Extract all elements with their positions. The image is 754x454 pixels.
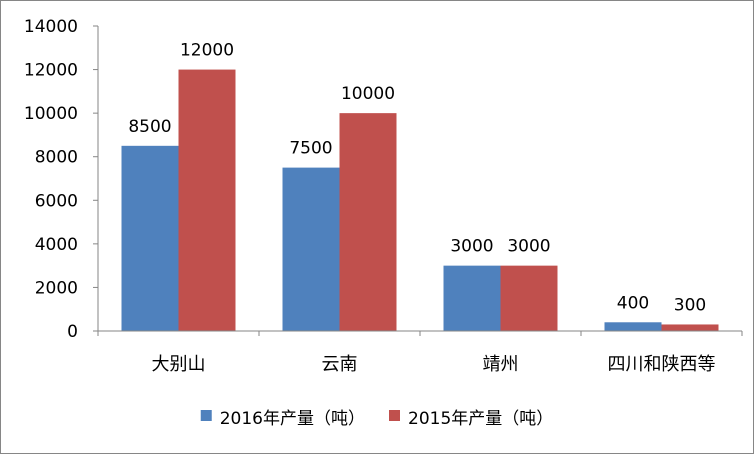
x-tick-label: 靖州 [483,354,519,375]
data-label: 300 [674,295,706,315]
bar-series1 [121,145,179,331]
x-tick-label: 云南 [322,354,358,375]
data-label: 8500 [128,117,171,137]
y-tick-label: 10000 [24,104,78,124]
y-tick-label: 6000 [35,191,78,211]
legend-label: 2015年产量（吨） [408,409,553,429]
y-tick-label: 0 [67,322,78,342]
data-label: 3000 [507,237,550,257]
bar-series1 [443,265,501,331]
y-tick-label: 2000 [35,278,78,298]
bar-series1 [282,167,340,331]
bar-series2 [500,265,558,331]
data-label: 10000 [341,84,395,104]
data-label: 3000 [450,237,493,257]
y-axis: 0 2000 4000 6000 8000 10000 12000 14000 [24,17,99,342]
legend-swatch [389,410,400,421]
data-label: 400 [617,293,649,313]
data-label: 12000 [180,41,234,61]
y-tick-label: 8000 [35,148,78,168]
bar-series2 [339,113,397,332]
bars: 8500 12000 7500 10000 3000 3000 400 300 [121,41,719,332]
y-tick-label: 14000 [24,17,78,37]
legend-swatch [200,410,212,421]
bar-series2 [178,69,236,332]
bar-series2 [661,324,719,331]
data-label: 7500 [289,139,332,159]
y-tick-label: 12000 [24,61,78,81]
x-axis: 大别山 云南 靖州 四川和陕西等 [97,330,743,375]
bar-series1 [604,322,662,331]
legend: 2016年产量（吨） 2015年产量（吨） [200,409,553,429]
legend-label: 2016年产量（吨） [220,409,365,429]
x-tick-label: 大别山 [152,354,206,375]
y-tick-label: 4000 [35,235,78,255]
x-tick-label: 四川和陕西等 [608,354,716,375]
